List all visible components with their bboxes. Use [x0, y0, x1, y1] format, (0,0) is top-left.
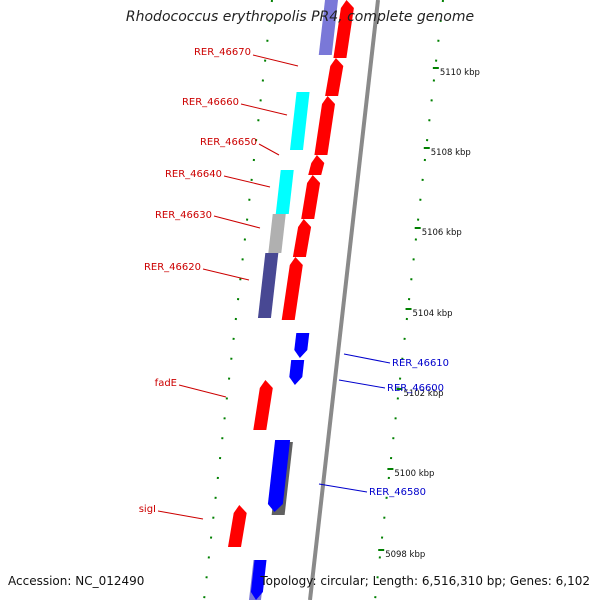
scale-tick-label: 5106 kbp — [422, 228, 462, 238]
gene-arrow-sigi — [228, 505, 247, 547]
label-leader-line — [223, 175, 271, 188]
gene-label: RER_46640 — [165, 169, 222, 180]
gene-arrow — [289, 360, 305, 385]
label-leader-line — [178, 384, 227, 398]
label-leader-line — [338, 379, 386, 389]
label-leader-line — [240, 103, 288, 116]
scale-tick-label: 5110 kbp — [440, 68, 480, 78]
gene-arrow — [301, 175, 321, 219]
feature-bar-gray — [268, 214, 286, 253]
genes — [228, 0, 354, 600]
gene-label: RER_46670 — [194, 47, 251, 58]
outer-dotted-track — [374, 0, 444, 600]
gene-arrow — [294, 333, 310, 358]
label-leader-line — [343, 353, 391, 364]
label-leader-line — [202, 268, 250, 281]
gene-label: RER_46620 — [144, 262, 201, 273]
feature-bar-cyan — [275, 170, 294, 214]
scale-tick-label: 5102 kbp — [403, 389, 443, 399]
scale-tick-label: 5104 kbp — [413, 309, 453, 319]
scale-tick-label: 5108 kbp — [431, 148, 471, 158]
gene-label: sigI — [139, 504, 156, 515]
label-leader-line — [213, 215, 261, 229]
feature-bar-cyan — [290, 92, 310, 150]
label-leader-line — [157, 510, 204, 520]
gene-label: fadE — [155, 378, 177, 389]
gene-label: RER_46650 — [200, 137, 257, 148]
gene-arrow — [281, 257, 303, 320]
scale-tick-label: 5098 kbp — [385, 550, 425, 560]
inner-dotted-track — [203, 0, 273, 600]
scale-ticks: 5110 kbp 5108 kbp 5106 kbp 5104 kbp 5102 kbp… — [378, 67, 480, 560]
scale-tick-label: 5100 kbp — [394, 469, 434, 479]
backbone — [308, 0, 380, 600]
gene-arrow — [333, 0, 354, 58]
gene-arrow — [314, 96, 335, 155]
map-title: Rhodococcus erythropolis PR4, complete g… — [125, 9, 475, 25]
gene-arrow — [292, 219, 312, 257]
gene-label: RER_46610 — [392, 358, 449, 369]
feature-bar-lavender — [318, 0, 338, 55]
label-leader-line — [258, 143, 280, 156]
genome-backbone — [308, 0, 380, 600]
label-leaders: RER_46670 RER_46660 RER_46650 RER_46640 RER_… — [139, 47, 449, 520]
gene-label: RER_46580 — [369, 487, 426, 498]
gene-label: RER_46600 — [387, 383, 444, 394]
gene-arrow — [325, 58, 344, 96]
feature-bar-slate — [257, 253, 279, 318]
gene-arrow — [267, 440, 291, 512]
accession-text: Accession: NC_012490 — [8, 574, 145, 588]
dotted-tracks — [203, 0, 444, 600]
gene-label: RER_46630 — [155, 210, 212, 221]
gene-arrow-fade — [253, 380, 273, 430]
gene-arrow — [250, 560, 267, 600]
summary-text: Topology: circular; Length: 6,516,310 bp… — [260, 574, 590, 588]
gene-arrow — [308, 155, 325, 175]
gene-label: RER_46660 — [182, 97, 239, 108]
label-leader-line — [318, 483, 368, 493]
label-leader-line — [252, 54, 299, 67]
